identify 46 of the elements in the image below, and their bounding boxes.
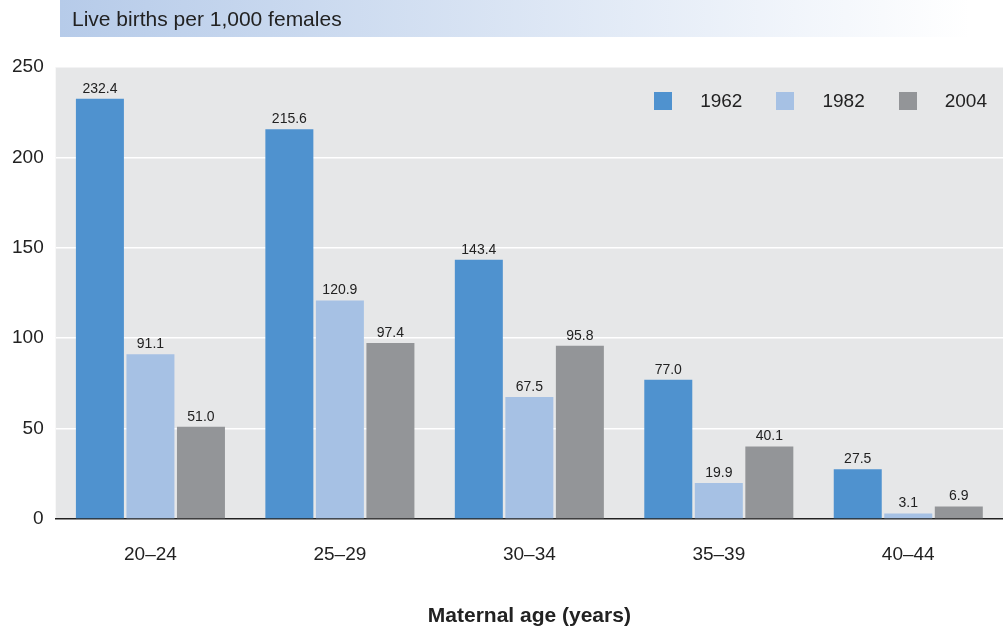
bar [75,98,124,519]
text: 143.4 [461,240,497,257]
x-tick-label: 30–34 [502,542,557,564]
text: 19.9 [705,463,733,480]
text: 67.5 [515,377,543,394]
legend-label: 1962 [700,90,743,112]
bar [644,379,693,519]
bar [126,354,175,519]
text: 6.9 [949,487,969,504]
bar [366,342,415,519]
bar [315,300,364,519]
y-tick-label: 250 [12,55,44,77]
text: 232.4 [82,79,118,96]
text: 40.1 [755,427,783,444]
y-tick-label: 50 [22,416,44,438]
bar [884,513,933,519]
x-tick-label: 35–39 [692,542,746,564]
text: 120.9 [322,281,358,298]
bar [555,345,604,519]
text: 95.8 [566,326,594,343]
y-axis-title: Live births per 1,000 females [60,0,970,37]
x-tick-label: 25–29 [313,542,367,564]
bar [505,396,554,519]
y-tick-label: 0 [33,507,44,529]
text: 77.0 [654,360,682,377]
bar [454,259,503,519]
x-tick-label: 40–44 [881,542,936,564]
bar [176,426,225,519]
text: 3.1 [898,494,918,511]
legend-label: 1982 [822,90,865,112]
bar [694,483,743,519]
x-axis-title: Maternal age (years) [427,603,631,627]
text: 215.6 [271,110,307,127]
x-tick-label: 20–24 [124,542,178,564]
bar [833,469,882,519]
bar [745,446,794,519]
y-tick-label: 200 [12,145,44,167]
bar [265,129,314,519]
y-tick-label: 100 [12,326,44,348]
legend-label: 2004 [944,90,987,112]
text: 51.0 [187,407,215,424]
text: 27.5 [844,450,872,467]
text: 91.1 [136,335,165,352]
bar [934,506,983,519]
y-tick-label: 150 [12,236,44,258]
text: 97.4 [376,323,405,340]
